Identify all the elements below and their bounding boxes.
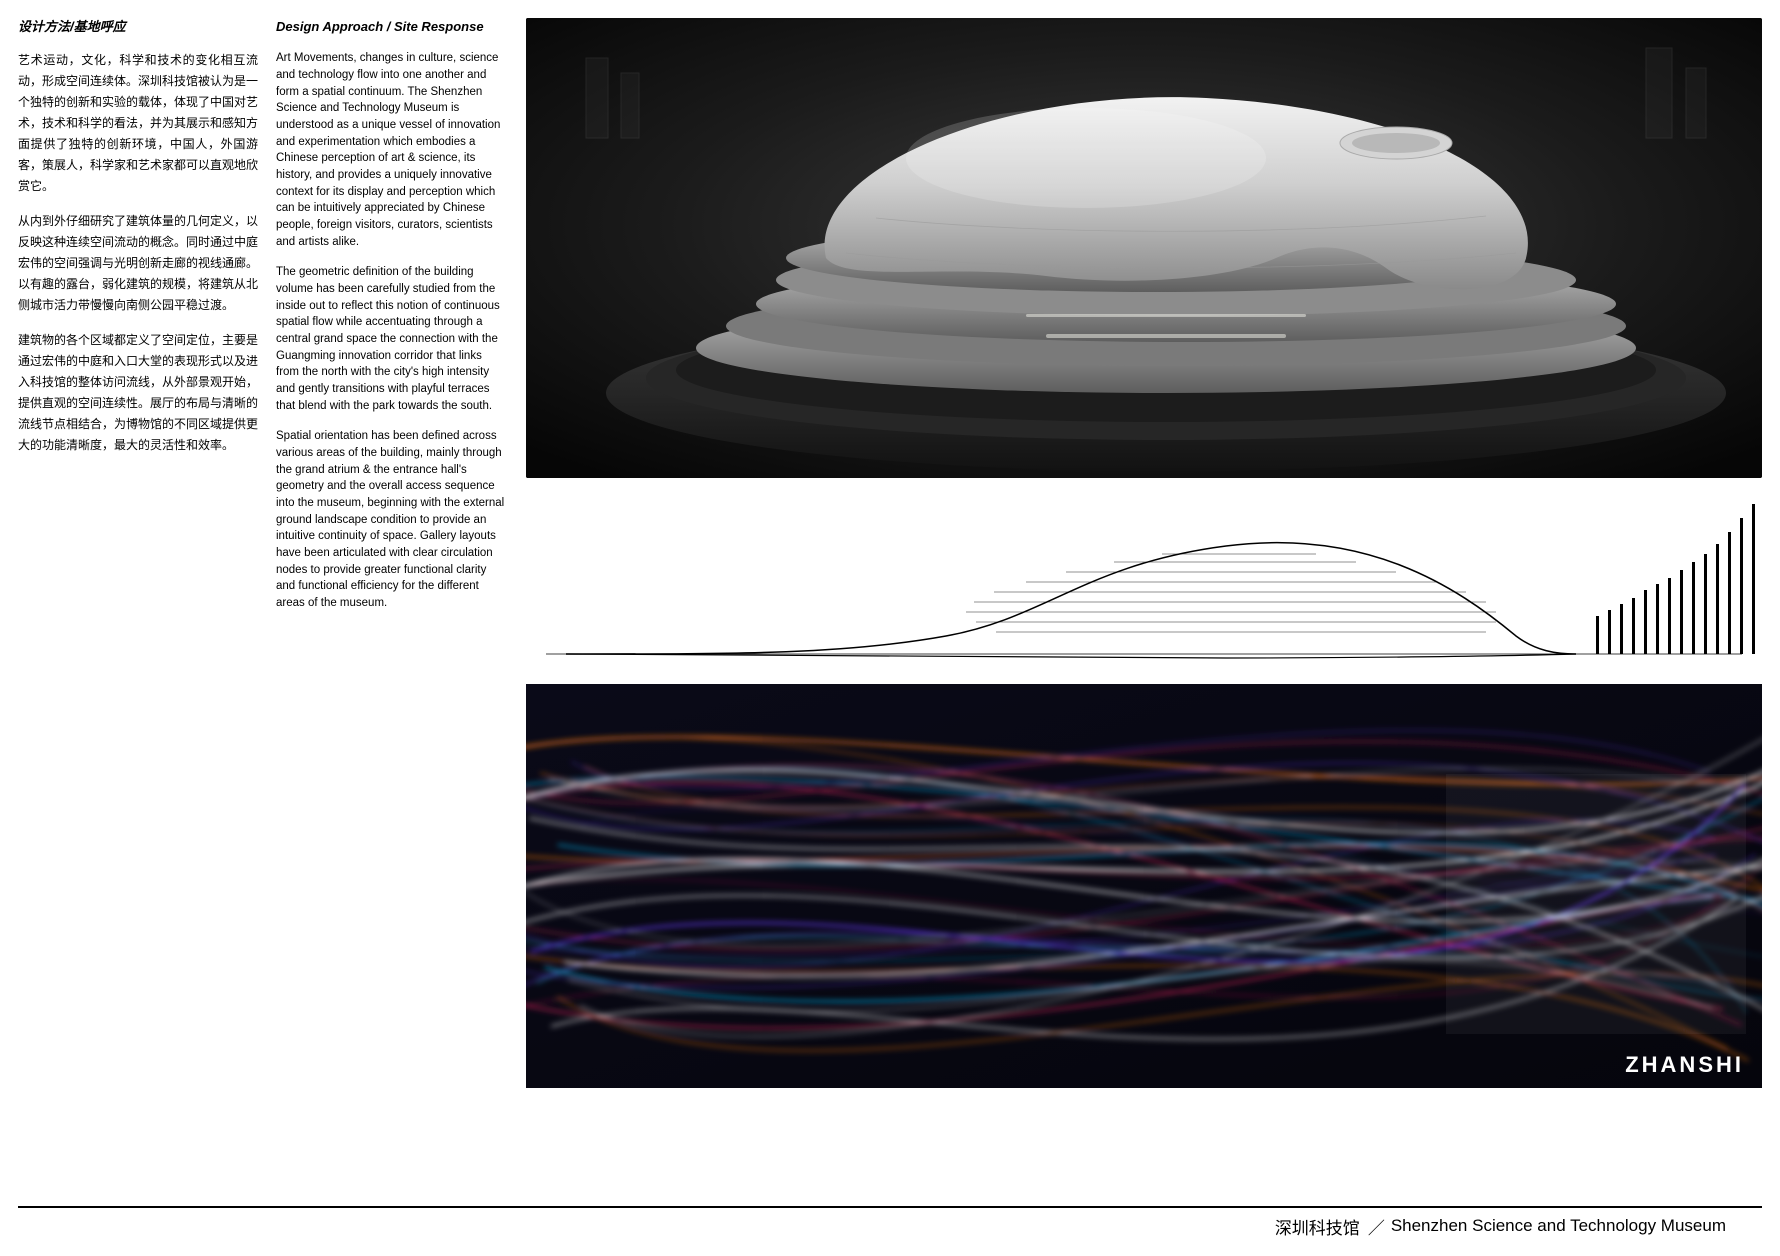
text-columns: 设计方法/基地呼应 艺术运动，文化，科学和技术的变化相互流动，形成空间连续体。深… — [18, 18, 508, 1208]
para-en-1: Art Movements, changes in culture, scien… — [276, 50, 508, 250]
english-column: Design Approach / Site Response Art Move… — [276, 18, 508, 1208]
page-footer: 深圳科技馆 ／ Shenzhen Science and Technology … — [18, 1206, 1762, 1244]
footer-slash: ／ — [1368, 1214, 1385, 1239]
image-column: ZHANSHI — [526, 18, 1762, 1208]
heading-en: Design Approach / Site Response — [276, 18, 508, 36]
chinese-column: 设计方法/基地呼应 艺术运动，文化，科学和技术的变化相互流动，形成空间连续体。深… — [18, 18, 258, 1208]
para-en-3: Spatial orientation has been defined acr… — [276, 428, 508, 611]
content-row: 设计方法/基地呼应 艺术运动，文化，科学和技术的变化相互流动，形成空间连续体。深… — [18, 18, 1762, 1208]
para-cn-1: 艺术运动，文化，科学和技术的变化相互流动，形成空间连续体。深圳科技馆被认为是一个… — [18, 50, 258, 197]
abstract-light-image: ZHANSHI — [526, 684, 1762, 1088]
para-cn-3: 建筑物的各个区域都定义了空间定位，主要是通过宏伟的中庭和入口大堂的表现形式以及进… — [18, 330, 258, 456]
para-cn-2: 从内到外仔细研究了建筑体量的几何定义，以反映这种连续空间流动的概念。同时通过中庭… — [18, 211, 258, 316]
para-en-2: The geometric definition of the building… — [276, 264, 508, 414]
brand-watermark: ZHANSHI — [1625, 1052, 1744, 1078]
elevation-diagram — [526, 486, 1762, 676]
building-render — [526, 18, 1762, 478]
heading-cn: 设计方法/基地呼应 — [18, 18, 258, 36]
footer-title-en: Shenzhen Science and Technology Museum — [1391, 1216, 1726, 1236]
footer-title-cn: 深圳科技馆 — [1275, 1214, 1360, 1239]
